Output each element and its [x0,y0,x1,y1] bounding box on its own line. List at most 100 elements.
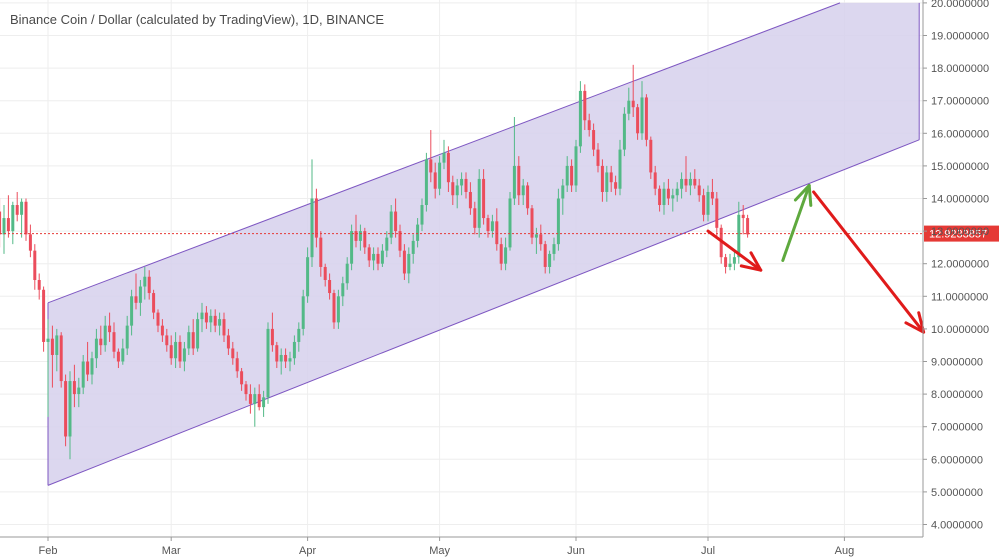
candle-body [446,152,450,183]
candle [191,319,195,355]
y-tick-label: 15.0000000 [931,161,989,173]
candle [323,263,327,287]
y-tick-label: 20.0000000 [931,0,989,10]
candle [15,191,19,222]
candle [675,182,679,202]
candle-body [94,338,98,359]
candle-body [609,172,613,183]
candle-body [675,188,679,196]
candle [710,178,714,206]
candle-body [442,152,446,163]
candle [636,103,640,140]
candle [614,175,618,196]
candle [640,81,644,140]
candle [55,328,59,372]
candle-body [81,361,85,388]
candle [266,322,270,404]
candle-body [103,325,107,346]
candle [587,113,591,137]
candle [600,159,604,202]
channel-fill [48,2,920,486]
candle-body [125,325,129,349]
candle [512,117,516,206]
candle-body [477,178,481,228]
candle [354,214,358,248]
candle-body [499,244,503,264]
candle-body [710,191,714,199]
candle-body [279,354,283,362]
candle [433,162,437,199]
candle-body [407,253,411,274]
candle [394,198,398,238]
candle [72,364,76,408]
candle [24,198,28,241]
x-tick-label: Apr [299,545,316,557]
candle-body [693,178,697,186]
candle-body [20,201,24,215]
candle-body [737,214,741,258]
candle-body [455,185,459,196]
y-tick-label: 13.0000000 [931,226,989,238]
candle [68,371,72,460]
candle-body [363,231,367,248]
x-tick-label: May [429,545,450,557]
candle-body [257,394,261,408]
candle [314,188,318,248]
candle [380,244,384,267]
candle-body [653,172,657,189]
candle [666,178,670,206]
candle [90,351,94,385]
candle-body [187,332,191,349]
candle-body [416,224,420,241]
candle [116,348,120,369]
candle-body [534,234,538,238]
candle [134,273,138,310]
candle-body [152,293,156,313]
candle [622,107,626,157]
candle-body [600,165,604,192]
candle-body [649,139,653,173]
candle-body [512,165,516,199]
candle-body [521,185,525,196]
candle-body [86,361,90,375]
candle-body [460,178,464,186]
candle-body [24,201,28,235]
candle-body [262,397,266,408]
candle-body [292,341,296,359]
candle [389,205,393,245]
candle [112,322,116,359]
y-tick-label: 11.0000000 [931,291,988,303]
candle [424,152,428,212]
candle [508,191,512,251]
candle-body [420,205,424,225]
candle-body [196,319,200,349]
candle [499,237,503,271]
candle-body [574,146,578,186]
candle-body [504,247,508,264]
candle [570,159,574,192]
candle-body [614,182,618,189]
candle [464,172,468,199]
candle [147,270,151,300]
candle [169,335,173,365]
candle-body [438,162,442,189]
candle-body [306,257,310,297]
candle-body [350,231,354,264]
arrow-shaft [706,229,763,272]
candle [6,195,10,238]
candle-body [596,149,600,166]
candle [407,247,411,284]
candle [328,273,332,300]
candle-body [112,332,116,352]
candle [341,276,345,307]
candle [310,159,314,267]
candle-body [204,312,208,323]
candle [548,250,552,274]
candle [130,289,134,336]
candle [28,224,32,258]
candle-body [336,296,340,323]
candle-body [539,234,543,245]
candle [402,244,406,280]
candle [77,377,81,408]
candle [292,335,296,365]
